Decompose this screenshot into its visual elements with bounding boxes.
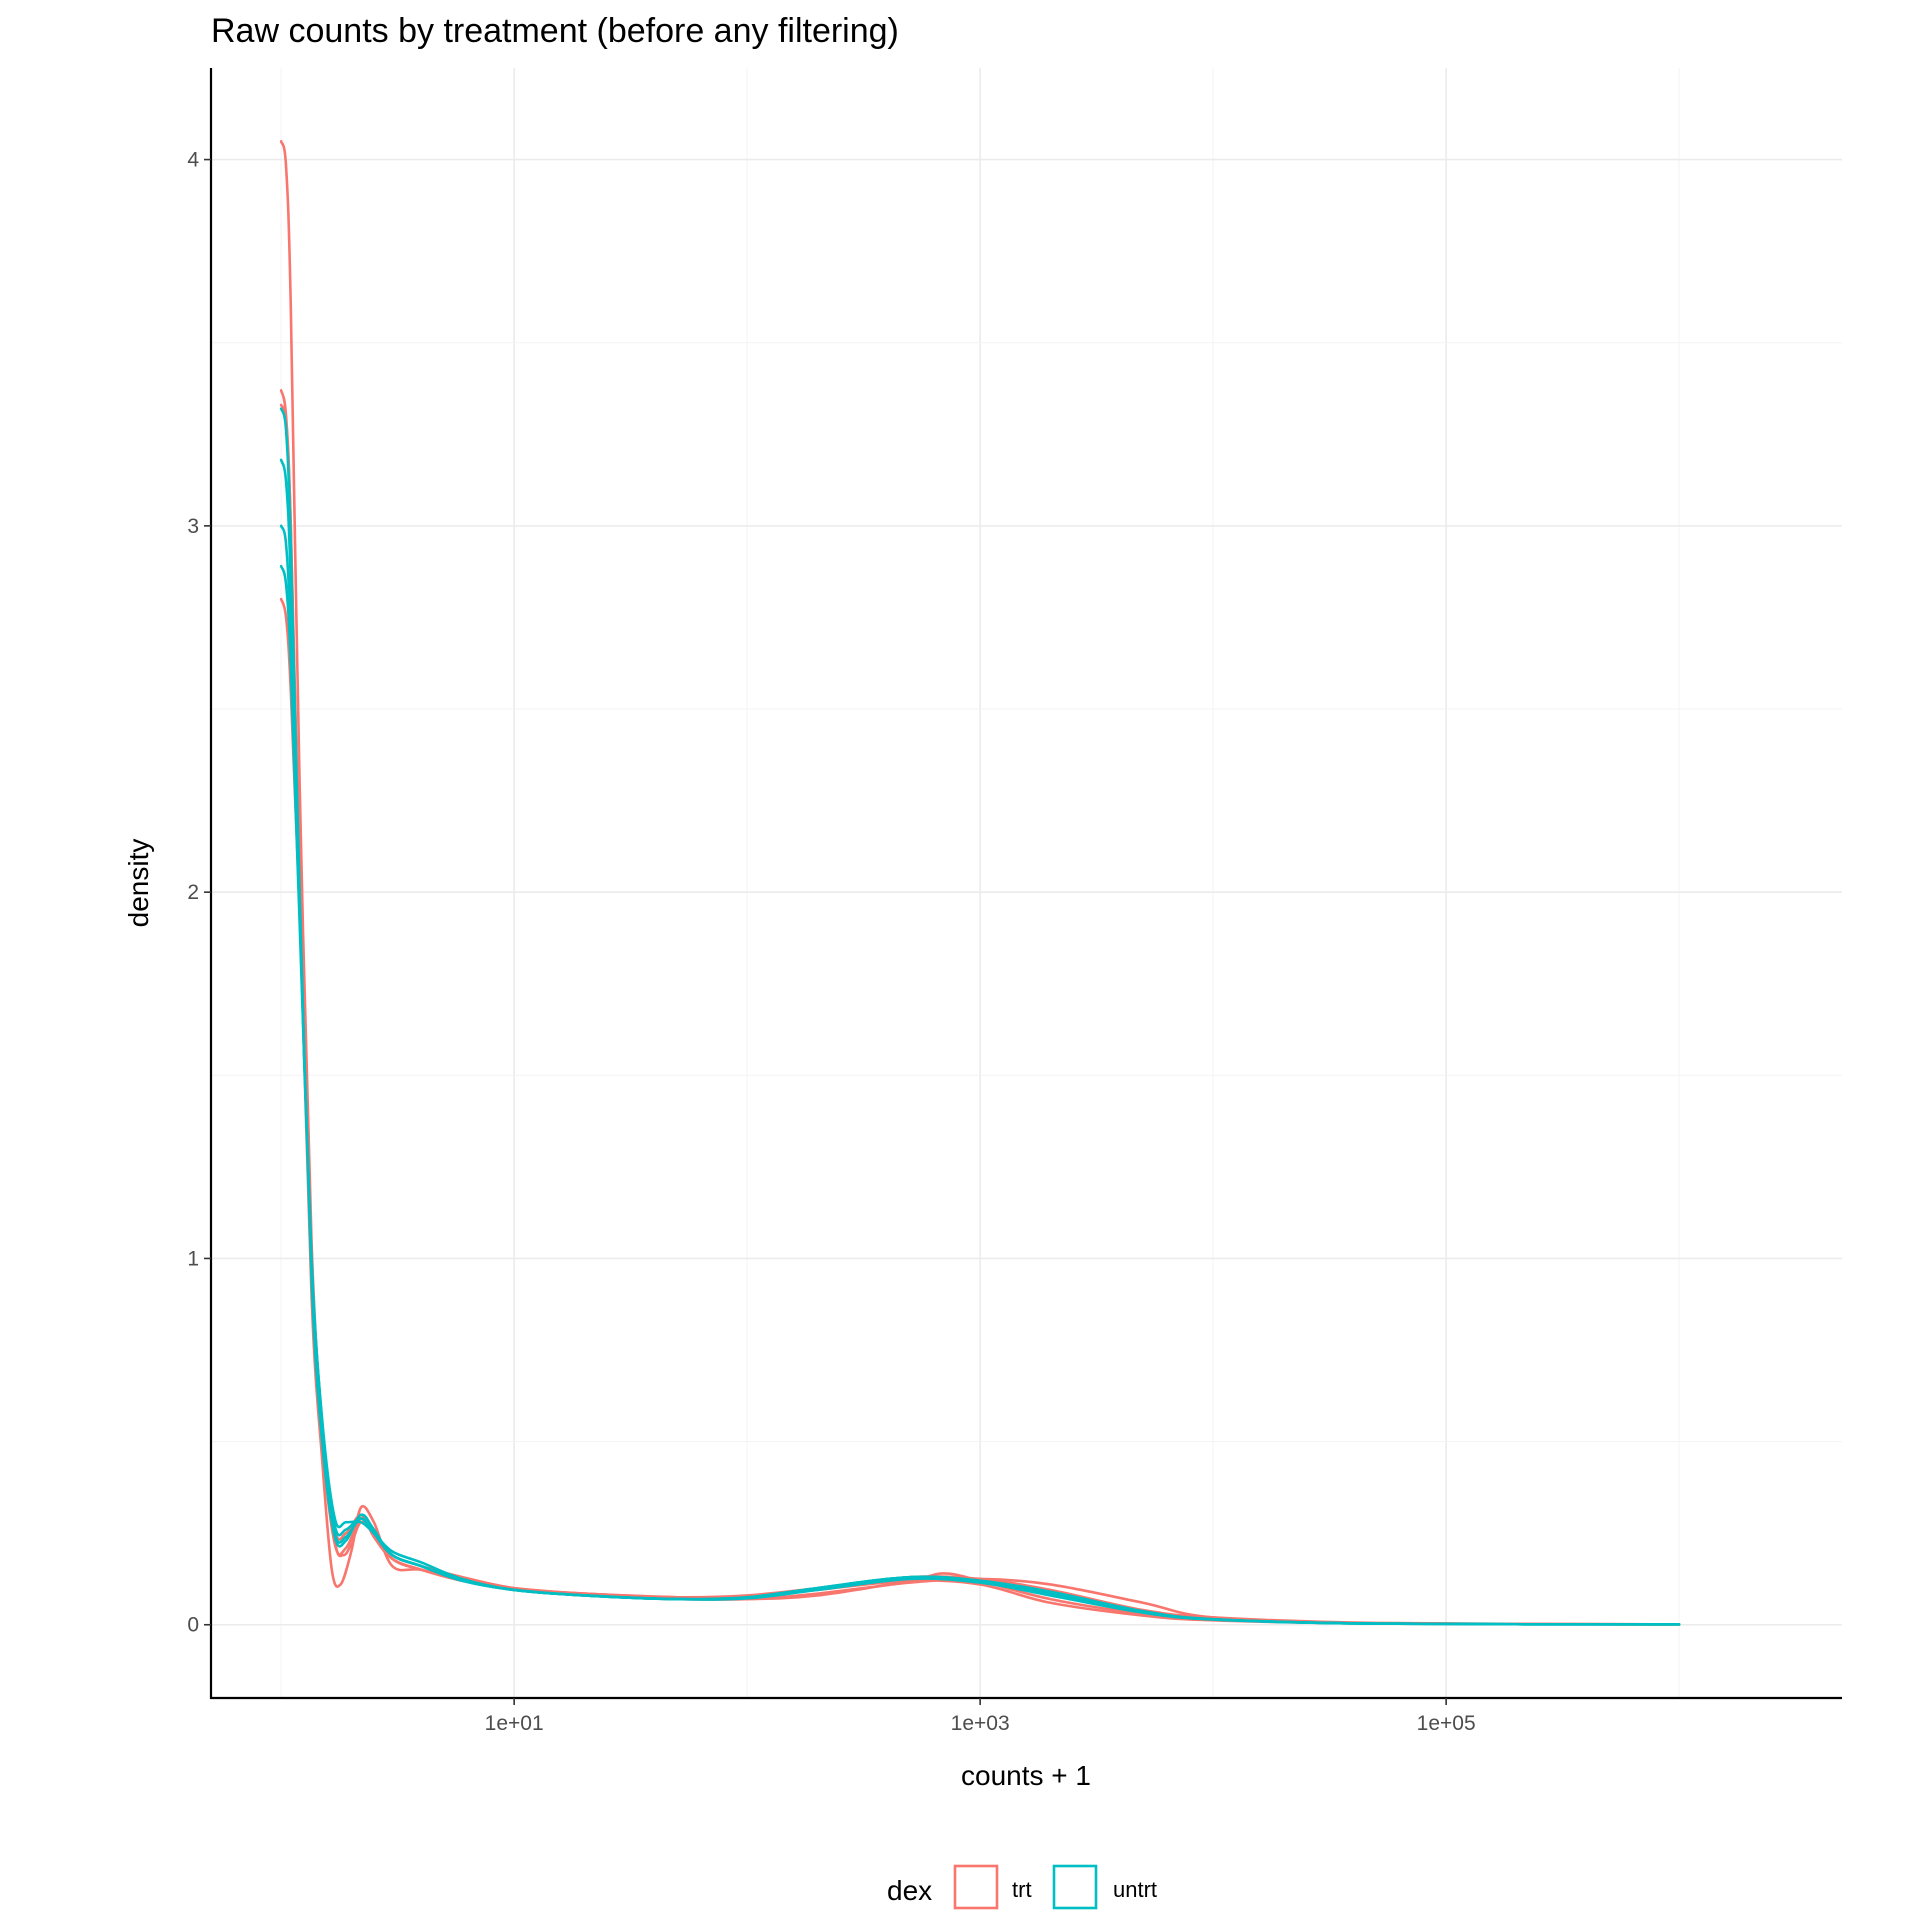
x-axis-title: counts + 1: [961, 1760, 1091, 1791]
y-tick-label: 4: [187, 149, 199, 172]
x-tick-label: 1e+01: [485, 1712, 544, 1735]
y-axis-ticks: 0 1 2 3 4: [187, 149, 211, 1637]
y-tick-label: 1: [187, 1247, 199, 1270]
x-tick-label: 1e+05: [1417, 1712, 1476, 1735]
legend-key-trt: [953, 1864, 999, 1910]
y-tick-label: 3: [187, 515, 199, 538]
legend-label-untrt: untrt: [1113, 1877, 1157, 1902]
legend-key-untrt: [1052, 1864, 1098, 1910]
y-tick-label: 0: [187, 1614, 199, 1637]
legend-title: dex: [887, 1875, 932, 1906]
legend: dex trt untrt: [887, 1864, 1157, 1910]
y-tick-label: 2: [187, 881, 199, 904]
axis-lines: [209, 68, 1842, 1700]
chart-title: Raw counts by treatment (before any filt…: [211, 12, 899, 50]
series-lines: [279, 139, 1681, 1626]
gridlines: [211, 68, 1842, 1698]
y-axis-title: density: [123, 839, 154, 928]
legend-label-trt: trt: [1012, 1877, 1032, 1902]
series-line-untrt-8: [279, 564, 1681, 1626]
x-axis-ticks: 1e+01 1e+03 1e+05: [485, 1698, 1476, 1735]
x-tick-label: 1e+03: [951, 1712, 1010, 1735]
